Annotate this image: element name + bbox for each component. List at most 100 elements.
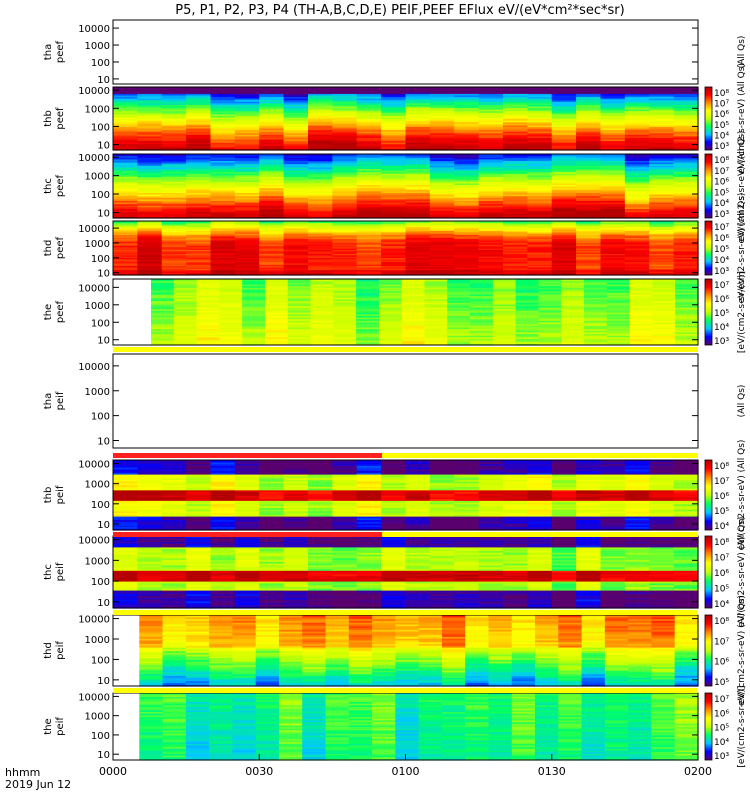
spectrogram-cell	[429, 165, 455, 168]
spectrogram-cell	[401, 303, 426, 306]
spectrogram-cell	[584, 325, 608, 328]
spectrogram-cell	[649, 242, 675, 245]
spectrogram-cell	[470, 307, 494, 310]
spectrogram-cell	[137, 477, 163, 480]
spectrogram-cell	[283, 269, 309, 272]
spectrogram-cell	[429, 246, 455, 249]
spectrogram-cell	[356, 129, 382, 132]
spectrogram-cell	[210, 223, 236, 226]
spectrogram-cell	[629, 280, 654, 283]
spectrogram-cell	[210, 510, 236, 514]
spectrogram-cell	[429, 140, 455, 143]
spectrogram-cell	[551, 470, 577, 473]
spectrogram-cell	[264, 321, 289, 325]
spectrogram-cell	[515, 285, 540, 288]
spectrogram-cell	[186, 242, 212, 245]
spectrogram-cell	[673, 470, 699, 473]
spectrogram-cell	[356, 249, 382, 252]
spectrogram-cell	[356, 516, 382, 519]
y-tick-label: 10	[97, 141, 110, 152]
spectrogram-cell	[405, 237, 431, 240]
spectrogram-cell	[576, 126, 602, 129]
spectrogram-cell	[673, 237, 699, 240]
spectrogram-cell	[429, 272, 455, 275]
spectrogram-cell	[675, 336, 699, 339]
spectrogram-cell	[210, 257, 236, 260]
spectrogram-cell	[234, 165, 260, 168]
spectrogram-cell	[606, 283, 631, 287]
spectrogram-cell	[161, 245, 187, 248]
spectrogram-cell	[551, 241, 577, 244]
spectrogram-cell	[503, 135, 528, 138]
spectrogram-cell	[624, 115, 650, 118]
spectrogram-cell	[264, 325, 289, 328]
spectrogram-cell	[113, 131, 138, 134]
spectrogram-cell	[429, 475, 455, 479]
spectrogram-cell	[424, 341, 448, 344]
spectrogram-cell	[551, 107, 577, 110]
spectrogram-cell	[649, 113, 675, 116]
spectrogram-cell	[259, 126, 285, 129]
spectrogram-cell	[234, 257, 260, 260]
spectrogram-cell	[308, 264, 333, 267]
spectrogram-cell	[624, 524, 650, 528]
spectrogram-cell	[527, 233, 553, 236]
spectrogram-cell	[600, 474, 626, 477]
spectrogram-cell	[405, 126, 431, 129]
panel-label: thb	[43, 487, 54, 504]
spectrogram-cell	[283, 509, 309, 512]
spectrogram-cell	[515, 297, 540, 300]
spectrogram-cell	[600, 237, 626, 240]
spectrogram-cell	[673, 116, 699, 120]
spectrogram-cell	[332, 496, 358, 500]
spectrogram-cell	[186, 526, 212, 529]
spectrogram-cell	[210, 96, 236, 99]
spectrogram-cell	[378, 293, 403, 297]
spectrogram-cell	[308, 227, 333, 230]
spectrogram-cell	[527, 213, 553, 216]
spectrogram-cell	[161, 104, 187, 107]
spectrogram-cell	[606, 315, 631, 318]
spectrogram-cell	[561, 316, 585, 320]
spectrogram-cell	[161, 113, 187, 116]
spectrogram-cell	[381, 230, 407, 233]
spectrogram-cell	[264, 302, 289, 305]
spectrogram-cell	[381, 110, 407, 113]
spectrogram-cell	[454, 211, 480, 214]
spectrogram-cell	[173, 320, 198, 323]
spectrogram-cell	[161, 184, 187, 187]
spectrogram-cell	[503, 221, 528, 223]
spectrogram-cell	[527, 470, 553, 473]
spectrogram-cell	[356, 163, 382, 166]
spectrogram-cell	[356, 331, 380, 335]
spectrogram-cell	[629, 331, 654, 335]
spectrogram-cell	[210, 120, 236, 123]
spectrogram-cell	[332, 171, 358, 174]
spectrogram-cell	[478, 163, 504, 166]
spectrogram-cell	[576, 262, 602, 265]
spectrogram-cell	[242, 297, 266, 300]
spectrogram-cell	[356, 489, 382, 493]
spectrogram-cell	[308, 208, 333, 211]
spectrogram-cell	[161, 234, 187, 237]
spectrogram-cell	[576, 461, 602, 465]
spectrogram-cell	[356, 208, 382, 211]
spectrogram-cell	[624, 87, 650, 90]
spectrogram-cell	[551, 482, 577, 486]
spectrogram-cell	[576, 472, 602, 475]
spectrogram-cell	[161, 495, 187, 498]
spectrogram-cell	[503, 205, 528, 208]
spectrogram-cell	[624, 205, 650, 208]
spectrogram-cell	[600, 503, 626, 507]
spectrogram-cell	[454, 495, 480, 498]
spectrogram-cell	[259, 118, 285, 121]
spectrogram-cell	[356, 521, 382, 524]
spectrogram-cell	[308, 194, 333, 197]
spectrogram-cell	[492, 310, 517, 313]
spectrogram-cell	[649, 270, 675, 273]
spectrogram-cell	[478, 176, 504, 179]
spectrogram-cell	[424, 312, 448, 315]
spectrogram-cell	[259, 235, 285, 238]
spectrogram-cell	[332, 118, 358, 121]
spectrogram-cell	[551, 234, 577, 237]
